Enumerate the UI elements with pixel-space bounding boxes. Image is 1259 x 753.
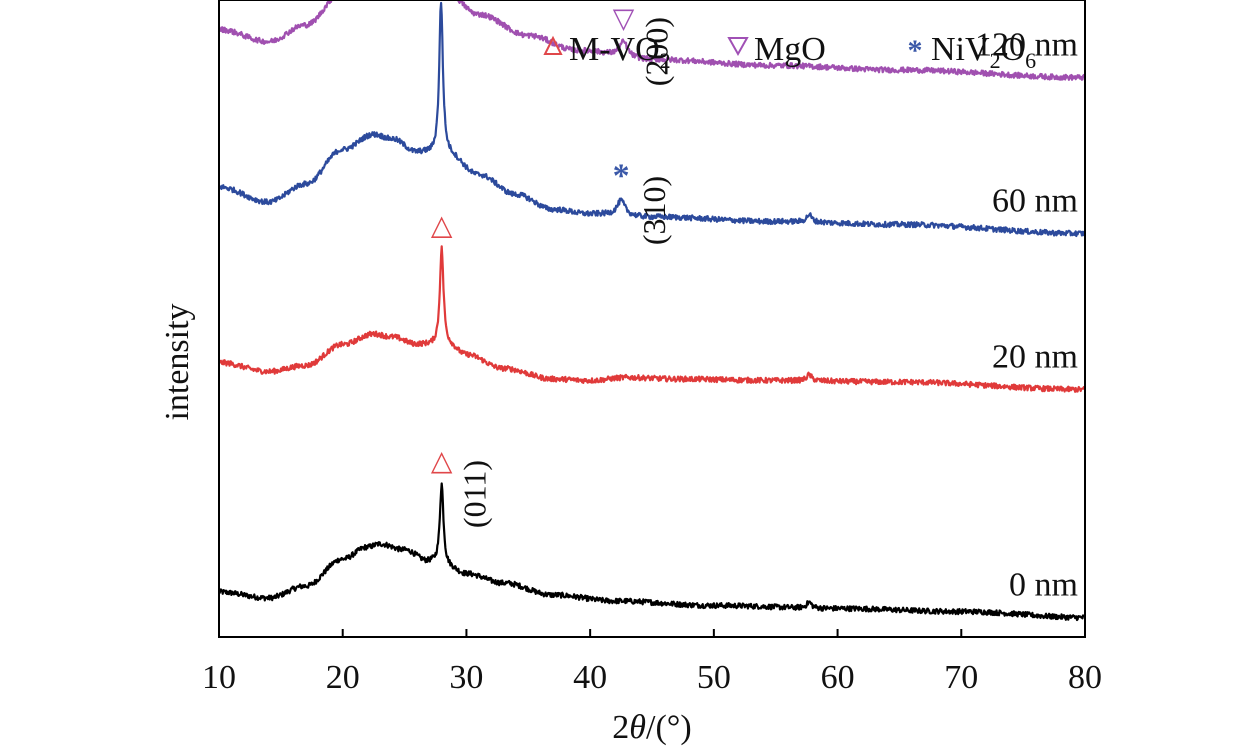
triangle-down-icon [727,37,749,57]
hkl-label: (011) [457,460,493,528]
series-line [217,482,1086,622]
x-axis: 10 20 30 40 50 60 70 80 [202,629,1102,696]
series-line [217,245,1086,393]
legend-label: NiV2O6 [931,31,1036,73]
triangle-up-icon [543,35,563,55]
x-tick-label: 50 [697,659,731,696]
x-axis-title: 2θ/(°) [612,709,691,746]
series-label: 120 nm [975,27,1078,64]
x-tick-label: 30 [449,659,483,696]
series-20-nm: 20 nm △ [217,210,1086,393]
peak-marker: △ [431,446,453,477]
legend-item: * NiV2O6 [908,31,1037,73]
x-tick-label: 60 [821,659,855,696]
peak-marker: △ [431,210,453,241]
x-tick-label: 10 [202,659,236,696]
series-line [218,1,1087,238]
legend-label: M-VO2 [569,31,671,73]
plot-frame [218,0,1086,638]
legend-label: MgO [754,31,826,68]
legend-item: MgO [727,31,826,68]
y-axis-title: intensity [159,303,196,420]
legend-item: M-VO2 [543,31,671,73]
peak-marker: ▽ [613,4,635,35]
series-label: 60 nm [992,183,1078,220]
series-120-nm: 120 nm△▽(200) [217,0,1086,86]
x-tick-label: 40 [573,659,607,696]
x-tick-label: 20 [326,659,360,696]
x-tick-label: 70 [944,659,978,696]
peak-marker: * [613,158,630,195]
plot-area: 0 nm△(011)20 nm△60 nm△*(310)120 nm△▽(200… [217,0,1087,622]
series-60-nm: 60 nm△*(310) [218,1,1087,245]
hkl-label: (310) [636,176,672,245]
series-label: 0 nm [1009,567,1078,604]
asterisk-icon: * [908,34,923,67]
series-line [217,0,1086,81]
hkl-label: (200) [639,17,675,86]
series-0-nm: 0 nm △ (011) [217,446,1086,622]
legend: M-VO2 MgO * NiV2O6 [543,31,1037,73]
x-tick-label: 80 [1068,659,1102,696]
series-label: 20 nm [992,339,1078,376]
